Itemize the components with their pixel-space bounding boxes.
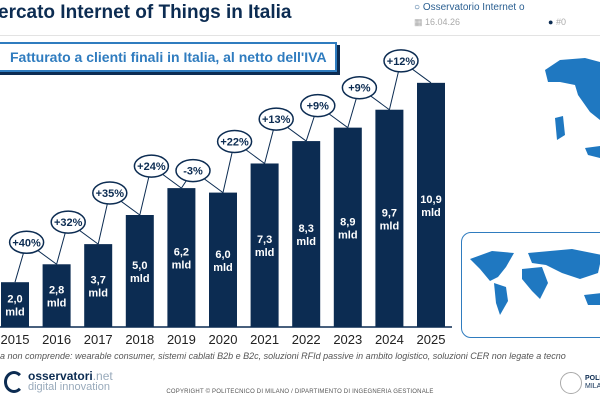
bar-unit-label: mld xyxy=(5,307,25,319)
bar-unit-label: mld xyxy=(380,220,400,232)
logo-net: .net xyxy=(92,369,113,383)
bar-2020 xyxy=(209,192,237,327)
source-text: Osservatorio Internet o xyxy=(422,2,525,13)
x-tick-label: 2025 xyxy=(417,332,446,347)
growth-bubble xyxy=(383,49,419,73)
bar-2018 xyxy=(125,215,154,327)
osservatori-logo[interactable]: osservatori.net digital innovation xyxy=(4,369,113,393)
bar-value-label: 6,0 xyxy=(215,249,230,261)
x-icon: ● xyxy=(548,17,554,27)
bar-2024 xyxy=(375,109,404,327)
bar-2025 xyxy=(417,82,445,327)
growth-bubble xyxy=(216,129,253,154)
bar-chart: 2,0mld20152,8mld2016+40%3,7mld2017+32%5,… xyxy=(0,49,452,347)
bar-value-label: 3,7 xyxy=(91,275,106,287)
world-map-box xyxy=(461,232,600,338)
bar-unit-label: mld xyxy=(296,236,316,248)
bar-unit-label: mld xyxy=(88,288,108,300)
bar-value-label: 6,2 xyxy=(174,247,189,259)
growth-bubble xyxy=(341,75,378,100)
bar-value-label: 8,9 xyxy=(340,216,355,228)
x-tick-label: 2024 xyxy=(375,332,404,347)
bar-value-label: 2,0 xyxy=(7,294,22,306)
bar-unit-label: mld xyxy=(213,262,233,274)
italy-map-icon xyxy=(545,58,600,158)
growth-bubble xyxy=(8,230,45,255)
growth-bubble xyxy=(92,181,128,205)
bar-2021 xyxy=(250,163,279,327)
bar-unit-label: mld xyxy=(47,298,67,310)
bar-2023 xyxy=(333,127,362,327)
polimi-seal-icon xyxy=(560,372,582,394)
polimi-text-2: MILANO xyxy=(585,383,600,390)
world-map-icon xyxy=(470,249,600,315)
logo-sub: digital innovation xyxy=(28,381,110,393)
copyright: COPYRIGHT © POLITECNICO DI MILANO / DIPA… xyxy=(166,389,434,395)
bar-2019 xyxy=(167,188,196,327)
x-tick-label: 2015 xyxy=(1,332,30,347)
bar-value-label: 2,8 xyxy=(49,285,64,297)
date-text: 16.04.26 xyxy=(425,17,461,27)
x-tick-label: 2016 xyxy=(42,332,71,347)
bar-value-label: 10,9 xyxy=(420,194,441,206)
bar-value-label: 7,3 xyxy=(257,234,272,246)
page-title: ercato Internet of Things in Italia xyxy=(0,2,292,23)
growth-bubble xyxy=(133,154,170,178)
x-tick-label: 2019 xyxy=(167,332,196,347)
polimi-text-1: POLITECN xyxy=(585,375,600,382)
header-divider xyxy=(0,35,600,36)
bar-unit-label: mld xyxy=(130,273,150,285)
bar-2017 xyxy=(84,244,113,327)
logo-ring-icon xyxy=(4,371,24,393)
source-label: ○ Osservatorio Internet o xyxy=(414,2,525,13)
growth-bubble xyxy=(50,210,86,234)
bar-unit-label: mld xyxy=(172,260,192,272)
bar-value-label: 8,3 xyxy=(299,223,314,235)
logo-main: osservatori xyxy=(28,369,93,383)
hashtag-text: #0 xyxy=(555,17,566,27)
growth-label: -3% xyxy=(183,166,203,178)
growth-bubble xyxy=(175,158,211,183)
growth-label: +40% xyxy=(12,237,41,249)
growth-label: +24% xyxy=(137,161,166,173)
bar-2015 xyxy=(1,282,29,327)
bar-unit-label: mld xyxy=(255,247,275,259)
bar-unit-label: mld xyxy=(338,229,358,241)
date-label: ▦ 16.04.26 xyxy=(414,17,461,27)
growth-label: +35% xyxy=(96,188,125,200)
bar-2016 xyxy=(42,264,71,327)
growth-label: +13% xyxy=(262,114,291,126)
x-tick-label: 2017 xyxy=(84,332,113,347)
growth-label: +9% xyxy=(307,101,330,113)
x-tick-label: 2018 xyxy=(125,332,154,347)
x-tick-label: 2021 xyxy=(250,332,279,347)
bar-value-label: 5,0 xyxy=(132,260,147,272)
growth-bubble xyxy=(300,93,336,118)
x-tick-label: 2022 xyxy=(292,332,321,347)
growth-label: +12% xyxy=(387,56,416,68)
hashtag-label: ● #0 xyxy=(548,17,566,27)
chart-subtitle: Fatturato a clienti finali in Italia, al… xyxy=(0,42,337,72)
x-tick-label: 2023 xyxy=(333,332,362,347)
bar-value-label: 9,7 xyxy=(382,207,397,219)
footnote: a non comprende: wearable consumer, sist… xyxy=(0,351,566,361)
growth-label: +32% xyxy=(54,217,83,229)
growth-label: +9% xyxy=(348,83,371,95)
x-tick-label: 2020 xyxy=(209,332,238,347)
growth-bubble xyxy=(258,107,294,131)
growth-label: +22% xyxy=(220,136,249,148)
polimi-logo: POLITECNMILANO xyxy=(560,372,600,394)
bar-unit-label: mld xyxy=(421,207,441,219)
bar-2022 xyxy=(292,141,321,327)
